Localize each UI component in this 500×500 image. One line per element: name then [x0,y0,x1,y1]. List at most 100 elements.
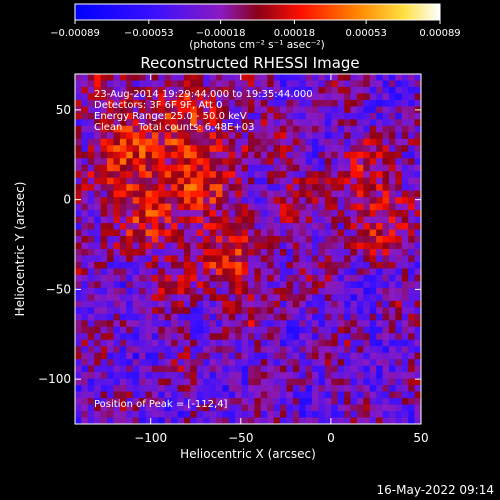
heatmap-cell [139,74,146,81]
heatmap-cell [331,352,339,360]
colorbar-gradient [74,3,441,21]
heatmap-cell [215,320,223,328]
heatmap-cell [395,307,403,315]
heatmap-cell [171,352,178,360]
heatmap-cell [401,203,409,211]
heatmap-cell [350,398,358,405]
heatmap-cell [100,99,108,107]
heatmap-cell [260,164,268,172]
heatmap-cell [305,171,313,179]
heatmap-cell [337,164,345,172]
heatmap-cell [139,93,146,101]
heatmap-cell [119,385,127,392]
heatmap-cell [222,391,230,399]
heatmap-cell [209,74,217,81]
heatmap-cell [132,99,140,107]
heatmap-cell [376,93,383,101]
heatmap-cell [158,417,166,425]
heatmap-cell [369,274,377,282]
heatmap-cell [273,138,281,146]
heatmap-cell [382,106,390,114]
heatmap-cell [158,229,166,237]
heatmap-cell [337,177,345,185]
heatmap-cell [164,132,172,140]
heatmap-cell [267,313,275,321]
heatmap-cell [113,138,121,146]
heatmap-cell [145,333,153,341]
heatmap-cell [414,190,422,198]
heatmap-cell [139,242,146,250]
heatmap-cell [318,417,326,425]
heatmap-cell [414,158,422,166]
heatmap-cell [190,326,198,334]
heatmap-cell [414,236,422,243]
heatmap-cell [267,417,275,425]
heatmap-cell [235,164,242,172]
heatmap-cell [312,378,319,386]
heatmap-cell [388,203,396,211]
heatmap-cell [382,287,390,295]
heatmap-cell [164,229,172,237]
heatmap-cell [107,119,114,127]
heatmap-cell [414,352,422,360]
heatmap-cell [382,171,390,179]
heatmap-cell [113,398,121,405]
heatmap-cell [376,346,383,354]
heatmap-cell [177,365,185,373]
heatmap-cell [209,177,217,185]
heatmap-cell [100,86,108,94]
heatmap-cell [94,106,102,114]
heatmap-cell [382,359,390,367]
heatmap-cell [318,99,326,107]
heatmap-cell [299,281,307,289]
heatmap-cell [350,411,358,418]
x-axis-label: Heliocentric X (arcsec) [180,447,316,461]
heatmap-cell [107,86,114,94]
x-tick-label: 0 [327,431,335,445]
heatmap-cell [209,359,217,367]
heatmap-cell [318,132,326,140]
heatmap-cell [395,287,403,295]
heatmap-cell [273,86,281,94]
heatmap-cell [408,404,415,412]
heatmap-cell [126,346,134,354]
heatmap-cell [363,158,371,166]
heatmap-cell [331,411,339,418]
heatmap-cell [126,80,134,88]
heatmap-cell [119,184,127,192]
heatmap-cell [260,190,268,198]
heatmap-cell [196,216,204,224]
heatmap-cell [100,151,108,159]
heatmap-cell [363,145,371,153]
heatmap-cell [248,404,255,412]
heatmap-cell [273,287,281,295]
heatmap-cell [376,223,383,230]
heatmap-cell [215,93,223,101]
heatmap-cell [177,320,185,328]
heatmap-cell [190,255,198,263]
heatmap-cell [388,359,396,367]
heatmap-cell [260,229,268,237]
heatmap-cell [222,320,230,328]
heatmap-cell [209,398,217,405]
heatmap-cell [145,119,153,127]
heatmap-cell [401,378,409,386]
heatmap-cell [305,203,313,211]
heatmap-cell [344,93,351,101]
heatmap-cell [414,184,422,192]
heatmap-cell [369,158,377,166]
heatmap-cell [331,274,339,282]
heatmap-cell [164,125,172,133]
heatmap-cell [87,261,95,269]
heatmap-cell [376,339,383,347]
heatmap-cell [151,404,159,412]
heatmap-cell [190,93,198,101]
heatmap-cell [196,184,204,192]
heatmap-cell [100,287,108,295]
heatmap-cell [395,417,403,425]
heatmap-cell [273,151,281,159]
heatmap-cell [401,74,409,81]
heatmap-cell [337,74,345,81]
heatmap-cell [228,74,236,81]
heatmap-cell [369,261,377,269]
